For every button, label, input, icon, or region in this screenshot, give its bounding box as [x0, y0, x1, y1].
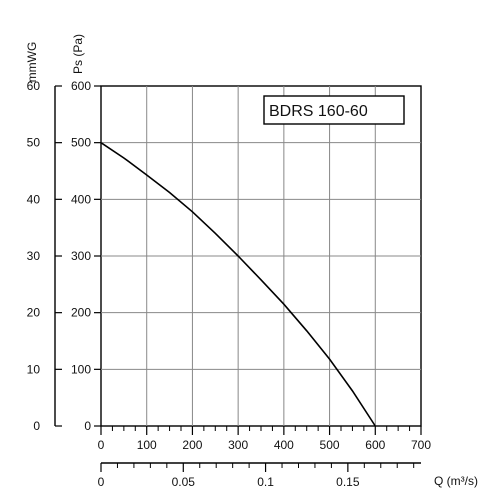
- model-label: BDRS 160-60: [269, 103, 368, 120]
- model-label-box: BDRS 160-60: [263, 95, 405, 125]
- grid-lines: [101, 86, 421, 426]
- x-m3s-tick-label: 0.1: [257, 475, 274, 489]
- series-layer: [100, 142, 376, 427]
- x-m3h-tick-label: 100: [137, 438, 157, 452]
- y-pa-tick-label: 500: [71, 136, 91, 150]
- y-mmwg-tick-label: 30: [27, 249, 41, 263]
- model-label-frame: [263, 95, 405, 125]
- y-pa-tick-label: 200: [71, 306, 91, 320]
- y-pa-tick-label: 600: [71, 79, 91, 93]
- y-pa-tick-label: 0: [84, 419, 91, 433]
- x-axis-title-m3s: Q (m³/s): [434, 474, 478, 488]
- y-axis-title-mmwg: mmWG: [25, 42, 39, 83]
- x-m3h-tick-label: 500: [320, 438, 340, 452]
- x-m3h-tick-label: 0: [98, 438, 105, 452]
- x-m3s-tick-label: 0.05: [172, 475, 196, 489]
- x-m3h-tick-label: 400: [274, 438, 294, 452]
- y-pa-tick-label: 100: [71, 362, 91, 376]
- x-m3s-tick-label: 0.15: [336, 475, 360, 489]
- y-mmwg-tick-label: 0: [33, 419, 40, 433]
- x-m3s-tick-label: 0: [98, 475, 105, 489]
- x-m3h-tick-label: 700: [411, 438, 431, 452]
- series-line: [100, 142, 376, 427]
- y-mmwg-tick-label: 50: [27, 136, 41, 150]
- y-pa-tick-label: 300: [71, 249, 91, 263]
- y-axis-title-pa: Ps (Pa): [71, 34, 85, 74]
- x-m3h-tick-label: 300: [228, 438, 248, 452]
- y-pa-tick-label: 400: [71, 192, 91, 206]
- y-mmwg-tick-label: 60: [27, 79, 41, 93]
- x-m3h-tick-label: 200: [182, 438, 202, 452]
- y-mmwg-tick-label: 10: [27, 362, 41, 376]
- x-m3h-tick-label: 600: [365, 438, 385, 452]
- y-mmwg-tick-label: 20: [27, 306, 41, 320]
- y-mmwg-tick-label: 40: [27, 192, 41, 206]
